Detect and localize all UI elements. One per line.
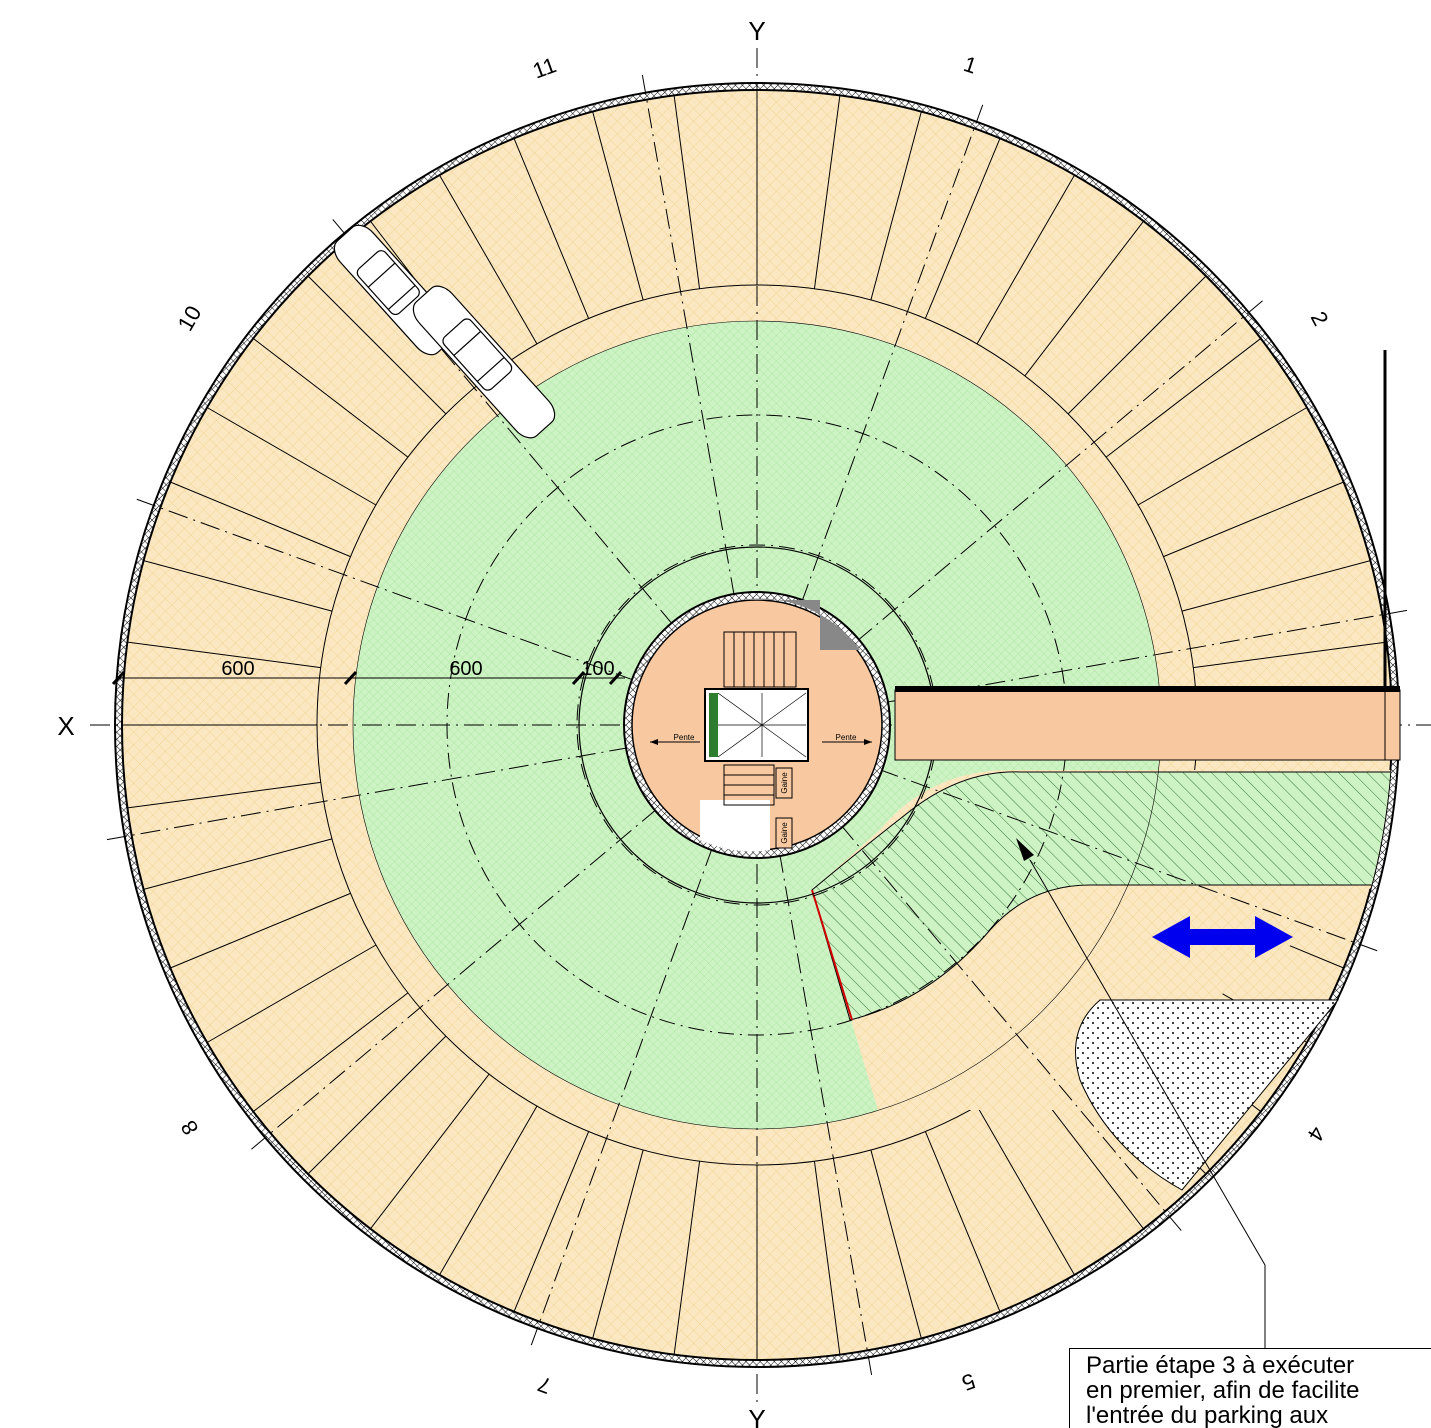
- bay-divider: [206, 407, 377, 506]
- bay-divider: [252, 992, 409, 1112]
- sector-label-2: 2: [1306, 307, 1334, 330]
- radial-axis-line: [856, 300, 1263, 642]
- dim-600-outer: 600: [221, 658, 254, 680]
- bay-divider: [813, 95, 841, 289]
- radial-axis-line: [530, 846, 714, 1346]
- gaine-box-1: [775, 767, 793, 799]
- bay-divider: [673, 95, 701, 289]
- bay-divider: [439, 174, 538, 345]
- bay-divider: [673, 1161, 701, 1355]
- radial-axis-line: [800, 104, 984, 604]
- bay-divider: [1067, 275, 1207, 415]
- double-arrow-icon: [1152, 916, 1293, 958]
- bay-divider: [1024, 220, 1144, 377]
- bay-divider: [252, 338, 409, 458]
- gaine-label-2: Gaine: [780, 822, 789, 844]
- sector-label-4: 4: [1303, 1122, 1331, 1146]
- radial-axis-line: [136, 498, 636, 682]
- note-line-3: l'entrée du parking aux: [1086, 1402, 1329, 1428]
- note-line-2: en premier, afin de facilite: [1086, 1377, 1360, 1404]
- bay-divider: [307, 275, 447, 415]
- sector-label-8: 8: [176, 1116, 204, 1139]
- bay-divider: [513, 1131, 590, 1312]
- car-icon: [333, 224, 556, 439]
- radial-axis-line: [332, 219, 674, 626]
- radial-axis-line: [251, 808, 658, 1150]
- radial-axis-line: [641, 74, 735, 598]
- bay-divider: [1193, 641, 1387, 669]
- bay-divider: [370, 1073, 490, 1230]
- bay-divider: [513, 138, 590, 319]
- bay-divider: [813, 1161, 841, 1355]
- bay-divider: [127, 781, 321, 809]
- sector-label-10: 10: [173, 301, 207, 335]
- bay-divider: [1181, 560, 1371, 612]
- access-bridge: [894, 689, 1401, 761]
- stage-note: Partie étape 3 à exécuter en premier, af…: [1069, 1348, 1431, 1428]
- radial-axis-line: [779, 852, 873, 1376]
- dimension-line: [111, 670, 625, 686]
- pente-label-right: Pente: [836, 733, 857, 742]
- radial-axis-line: [840, 824, 1182, 1231]
- radial-axis-line: [106, 747, 630, 841]
- bay-divider: [1105, 338, 1262, 458]
- bay-divider: [1163, 481, 1344, 558]
- sector-label-11: 11: [529, 52, 559, 83]
- bay-divider: [592, 1149, 644, 1339]
- gaine-box-2: [775, 817, 793, 849]
- gaine-label-1: Gaine: [780, 772, 789, 794]
- bay-divider: [127, 641, 321, 669]
- bay-divider: [592, 111, 644, 301]
- bay-divider: [870, 111, 922, 301]
- bay-divider: [439, 1105, 538, 1276]
- radial-axis-line: [884, 609, 1408, 703]
- pente-label-left: Pente: [674, 733, 695, 742]
- bay-divider: [170, 481, 351, 558]
- axis-y-top: Y: [748, 16, 765, 46]
- bay-divider: [924, 1131, 1001, 1312]
- bay-divider: [307, 1035, 447, 1175]
- bay-divider: [976, 1105, 1075, 1276]
- bay-divider: [170, 892, 351, 969]
- dim-600-inner: 600: [449, 658, 482, 680]
- bay-divider: [143, 560, 333, 612]
- stair-icon: [723, 631, 797, 806]
- bay-divider: [206, 944, 377, 1043]
- dotted-zone: [1075, 999, 1340, 1191]
- bay-divider: [924, 138, 1001, 319]
- sector-label-1: 1: [961, 51, 980, 79]
- bay-divider: [870, 1149, 922, 1339]
- sector-label-7: 7: [534, 1371, 554, 1399]
- bay-divider: [143, 838, 333, 890]
- note-leader: [1029, 859, 1266, 1348]
- radial-axis-line: [878, 768, 1378, 952]
- bay-divider: [1137, 407, 1308, 506]
- dim-100: 100: [581, 658, 614, 680]
- bay-divider: [976, 174, 1075, 345]
- bridge-wall: [895, 686, 1400, 692]
- note-line-1: Partie étape 3 à exécuter: [1086, 1352, 1355, 1379]
- radial-axes: [106, 74, 1408, 1376]
- axis-x-left: X: [57, 711, 74, 741]
- axis-y-bottom: Y: [748, 1404, 765, 1428]
- sector-label-5: 5: [959, 1368, 979, 1396]
- ramp-first-stage: [811, 771, 1392, 1021]
